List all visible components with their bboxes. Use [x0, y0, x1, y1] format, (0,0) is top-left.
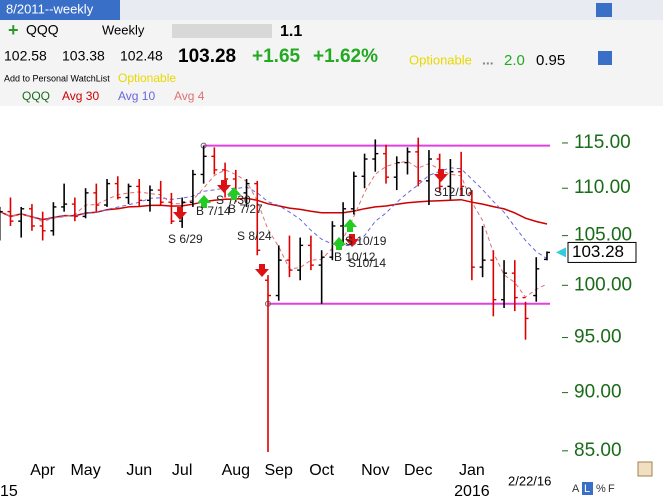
edit-icon[interactable] [637, 461, 653, 477]
button[interactable]: F [608, 483, 615, 495]
change-pct: +1.62% [313, 46, 378, 67]
legend-average[interactable]: Avg 10 [118, 89, 155, 103]
value-b: 0.95 [536, 52, 565, 69]
signal-label: S10/14 [348, 256, 386, 270]
y-tick-label: 115.00 [574, 132, 631, 153]
buy-arrow [227, 187, 241, 200]
top-bar [0, 0, 663, 20]
symbol[interactable]: QQQ [26, 22, 59, 38]
change: +1.65 [252, 46, 301, 67]
header [0, 20, 663, 106]
button[interactable]: L [584, 483, 590, 495]
legend-symbol[interactable]: QQQ [22, 89, 50, 103]
sell-arrow [345, 234, 359, 247]
add-icon[interactable]: + [8, 20, 19, 40]
y-tick-label: 90.00 [574, 382, 622, 403]
signal-label: B 7/14 [196, 204, 231, 218]
year-label: 15 [0, 483, 18, 500]
sell-arrow [255, 264, 269, 277]
moving-average [0, 160, 548, 298]
signal-label: S 7/30 [216, 193, 251, 207]
button[interactable]: A [572, 483, 580, 495]
low: 102.48 [120, 48, 163, 64]
price-box [567, 241, 637, 263]
x-tick-label: Apr [30, 462, 56, 479]
high: 103.38 [62, 48, 105, 64]
button[interactable]: % [596, 483, 606, 495]
y-tick-label: 85.00 [574, 440, 622, 461]
last: 103.28 [178, 46, 236, 67]
x-tick-label: Jun [126, 462, 152, 479]
date-label: 2/22/16 [508, 473, 551, 488]
x-tick-label: May [70, 462, 100, 479]
optionable: Optionable [409, 52, 472, 67]
x-tick-label: Dec [404, 462, 432, 479]
y-tick-label: 105.00 [574, 225, 632, 246]
optionable-tag: Optionable [118, 71, 176, 85]
period[interactable]: Weekly [102, 22, 145, 37]
save-icon[interactable] [598, 51, 612, 65]
price-label: 103.28 [572, 242, 624, 261]
zoom[interactable]: 1.1 [280, 23, 302, 40]
buy-arrow [343, 219, 357, 232]
signal-label: S12/10 [434, 185, 472, 199]
signal-label: S 10/19 [345, 234, 387, 248]
y-tick-label: 95.00 [574, 327, 622, 348]
s-button[interactable] [596, 3, 612, 17]
sell-arrow [173, 207, 187, 220]
watchlist[interactable]: Add to Personal WatchList [4, 73, 110, 83]
toolbar-icons[interactable] [172, 24, 272, 38]
button-bg [582, 482, 593, 495]
dots: ... [482, 52, 494, 68]
sell-arrow [434, 169, 448, 182]
legend-average[interactable]: Avg 30 [62, 89, 99, 103]
range-tab[interactable] [0, 0, 120, 20]
moving-average [0, 167, 548, 260]
range[interactable]: 8/2011--weekly [6, 1, 94, 16]
sell-arrow [217, 180, 231, 193]
y-tick-label: 110.00 [574, 177, 631, 198]
x-tick-label: Jul [172, 462, 192, 479]
buy-arrow [332, 237, 346, 250]
signal-label: S 6/29 [168, 232, 203, 246]
x-tick-label: Sep [264, 462, 293, 479]
x-tick-label: Aug [222, 462, 250, 479]
price-pointer [556, 247, 566, 258]
year-label: 2016 [454, 483, 490, 500]
x-tick-label: Nov [361, 462, 389, 479]
open: 102.58 [4, 48, 47, 64]
signal-label: B 7/27 [228, 202, 263, 216]
y-tick-label: 100.00 [574, 274, 632, 295]
x-tick-label: Oct [309, 462, 334, 479]
buy-arrow [197, 195, 211, 208]
x-tick-label: Jan [459, 462, 485, 479]
legend-average[interactable]: Avg 4 [174, 89, 205, 103]
signal-label: S 8/24 [237, 229, 272, 243]
value-a: 2.0 [504, 52, 525, 69]
signal-label: B 10/12 [334, 250, 376, 264]
